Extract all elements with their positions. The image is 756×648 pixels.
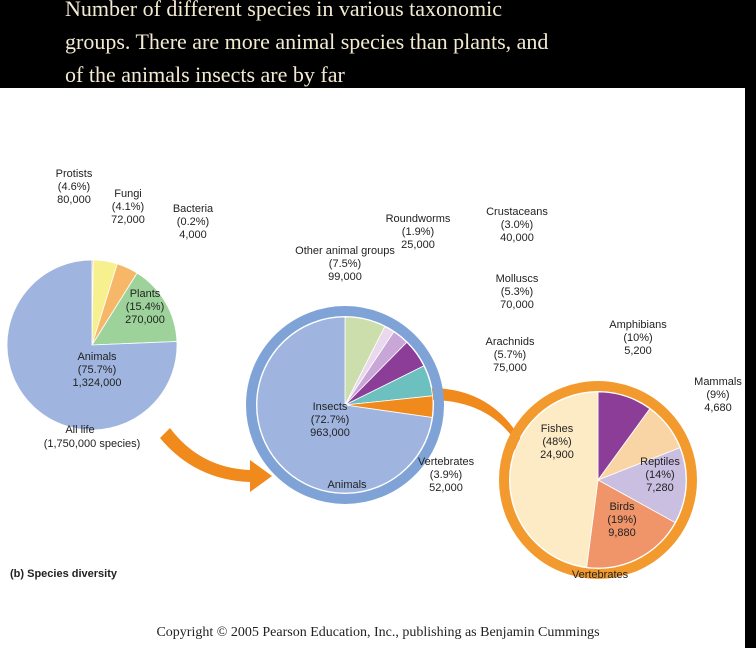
slice-name: Crustaceans: [486, 206, 548, 218]
slice-value: 99,000: [328, 271, 362, 283]
slice-value: 70,000: [500, 299, 534, 311]
arrow: [160, 428, 272, 492]
slice-value: 52,000: [429, 482, 463, 494]
pie-ring: [246, 306, 444, 504]
pie-title: Vertebrates: [572, 569, 629, 581]
copyright: Copyright © 2005 Pearson Education, Inc.…: [156, 625, 599, 640]
pie-title: All life: [65, 424, 94, 436]
slice-name: Mammals: [694, 376, 742, 388]
slice-name: Amphibians: [609, 319, 667, 331]
slice-value: 4,680: [704, 402, 732, 414]
slice-value: 25,000: [401, 239, 435, 251]
slice-value: 72,000: [111, 214, 145, 226]
slice-percent: (3.0%): [501, 219, 533, 231]
slice-percent: (5.7%): [494, 349, 526, 361]
slide-title-line: of the animals insects are by far: [65, 62, 345, 87]
slice-percent: (0.2%): [177, 216, 209, 228]
slice-name: Fungi: [114, 188, 142, 200]
slice-percent: (3.9%): [430, 469, 462, 481]
slice-name: Protists: [56, 168, 93, 180]
slice-percent: (4.1%): [112, 201, 144, 213]
slice-percent: (14%): [645, 469, 674, 481]
slide-title-line: Number of different species in various t…: [65, 0, 503, 21]
slice-value: 24,900: [540, 449, 574, 461]
slice-value: 4,000: [179, 229, 207, 241]
slice-percent: (5.3%): [501, 286, 533, 298]
slice-name: Roundworms: [386, 213, 451, 225]
slide-title-line: groups. There are more animal species th…: [65, 29, 549, 54]
slice-name: Arachnids: [486, 336, 535, 348]
pie-slice: [597, 447, 687, 524]
pie-slice: [256, 316, 433, 494]
slice-name: Bacteria: [173, 203, 214, 215]
pie-slice: [586, 479, 676, 569]
slice-percent: (72.7%): [311, 414, 350, 426]
slice-value: 7,280: [646, 482, 674, 494]
slice-value: 5,200: [624, 345, 652, 357]
slice-percent: (10%): [623, 332, 652, 344]
slice-percent: (9%): [706, 389, 729, 401]
slice-value: 9,880: [608, 527, 636, 539]
slice-name: Insects: [313, 401, 348, 413]
slice-name: Other animal groups: [295, 245, 395, 257]
pie-slice: [91, 272, 178, 346]
slice-value: 80,000: [57, 194, 91, 206]
slice-percent: (7.5%): [329, 258, 361, 270]
figure: (b) Species diversity Copyright © 2005 P…: [0, 88, 745, 648]
slice-name: Reptiles: [640, 456, 680, 468]
slice-percent: (19%): [607, 514, 636, 526]
slice-value: 1,324,000: [73, 377, 122, 389]
slice-percent: (1.9%): [402, 226, 434, 238]
slice-value: 75,000: [493, 362, 527, 374]
pie-slice: [6, 259, 178, 431]
slice-name: Plants: [130, 288, 161, 300]
pie-title: Animals: [327, 479, 367, 491]
slice-value: 40,000: [500, 232, 534, 244]
slice-name: Fishes: [541, 423, 574, 435]
pie-subtitle: (1,750,000 species): [44, 438, 141, 450]
slice-name: Vertebrates: [418, 456, 475, 468]
slice-percent: (48%): [542, 436, 571, 448]
slice-percent: (75.7%): [78, 364, 117, 376]
slice-name: Animals: [77, 351, 117, 363]
slice-percent: (4.6%): [58, 181, 90, 193]
pie-slice: [509, 391, 599, 568]
pie-ring: [499, 381, 697, 579]
slice-name: Birds: [609, 501, 635, 513]
slice-name: Molluscs: [496, 273, 539, 285]
caption: (b) Species diversity: [10, 568, 118, 580]
slice-value: 963,000: [310, 427, 350, 439]
slice-percent: (15.4%): [126, 301, 165, 313]
slice-value: 270,000: [125, 314, 165, 326]
